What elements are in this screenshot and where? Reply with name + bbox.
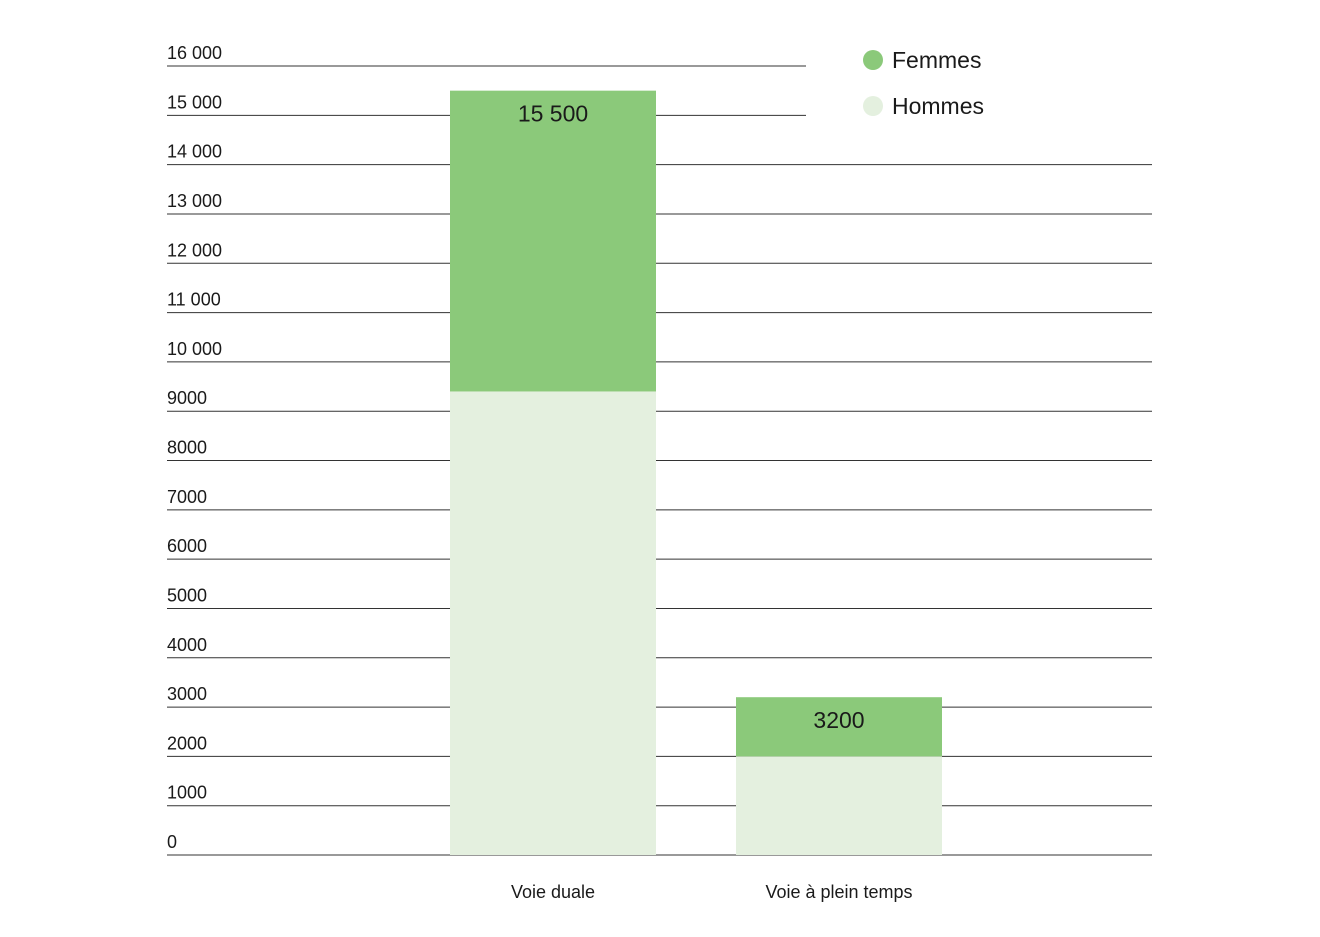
y-tick-label-7000: 7000 (167, 487, 207, 507)
y-tick-label-1000: 1000 (167, 783, 207, 803)
legend-label-femmes: Femmes (892, 47, 981, 73)
grid-lines (167, 65, 1152, 856)
bar-femmes-1 (736, 697, 942, 757)
bar-hommes-1 (736, 756, 942, 855)
y-tick-label-13000: 13 000 (167, 191, 222, 211)
y-tick-label-16000: 16 000 (167, 43, 222, 63)
legend-swatch-femmes (863, 50, 883, 70)
y-tick-label-15000: 15 000 (167, 92, 222, 112)
y-tick-label-0: 0 (167, 832, 177, 852)
y-tick-label-12000: 12 000 (167, 240, 222, 260)
total-label-1: 3200 (813, 707, 864, 733)
y-tick-label-8000: 8000 (167, 438, 207, 458)
y-tick-label-10000: 10 000 (167, 339, 222, 359)
y-tick-label-11000: 11 000 (167, 290, 221, 310)
bars: 15 500 3200 (450, 90, 942, 855)
y-tick-label-3000: 3000 (167, 684, 207, 704)
x-axis-category-labels: Voie duale Voie à plein temps (511, 882, 913, 902)
legend-swatch-hommes (863, 96, 883, 116)
y-tick-label-5000: 5000 (167, 585, 207, 605)
y-axis-tick-labels: 0 1000 2000 3000 4000 5000 6000 7000 8000 9000 10 … (167, 43, 222, 852)
y-tick-label-9000: 9000 (167, 388, 207, 408)
category-label-1: Voie à plein temps (765, 882, 912, 902)
legend: Femmes Hommes (863, 47, 984, 119)
total-label-0: 15 500 (518, 101, 588, 127)
category-label-0: Voie duale (511, 882, 595, 902)
y-tick-label-2000: 2000 (167, 733, 207, 753)
legend-label-hommes: Hommes (892, 93, 984, 119)
bar-femmes-0 (450, 90, 656, 392)
bar-hommes-0 (450, 391, 656, 855)
y-tick-label-4000: 4000 (167, 635, 207, 655)
y-tick-label-6000: 6000 (167, 536, 207, 556)
y-tick-label-14000: 14 000 (167, 142, 222, 162)
